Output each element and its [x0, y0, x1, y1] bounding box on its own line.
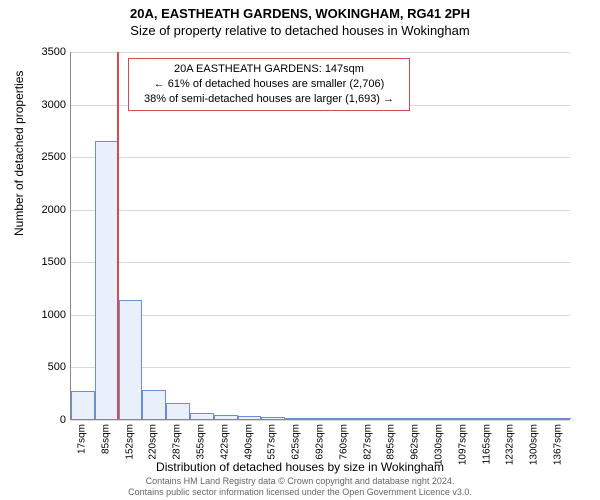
histogram-bar [214, 415, 238, 419]
gridline [71, 157, 570, 158]
y-tick-label: 1500 [26, 256, 66, 268]
histogram-bar [71, 391, 95, 419]
histogram-bar [119, 300, 143, 419]
y-tick-label: 3500 [26, 46, 66, 58]
histogram-bar [428, 418, 452, 419]
y-tick-label: 0 [26, 414, 66, 426]
y-tick-label: 1000 [26, 309, 66, 321]
footer-line2: Contains public sector information licen… [0, 487, 600, 498]
histogram-bar [95, 141, 119, 419]
x-tick-label: 490sqm [243, 424, 254, 460]
chart-title-line1: 20A, EASTHEATH GARDENS, WOKINGHAM, RG41 … [0, 6, 600, 21]
annotation-line: ← 61% of detached houses are smaller (2,… [135, 77, 403, 92]
gridline [71, 420, 570, 421]
histogram-bar [381, 418, 405, 419]
histogram-bar [547, 418, 571, 419]
chart-title-block: 20A, EASTHEATH GARDENS, WOKINGHAM, RG41 … [0, 0, 600, 38]
gridline [71, 262, 570, 263]
y-tick-label: 2500 [26, 151, 66, 163]
x-tick-label: 760sqm [338, 424, 349, 460]
x-tick-label: 355sqm [195, 424, 206, 460]
histogram-bar [404, 418, 428, 419]
x-tick-label: 1097sqm [457, 424, 468, 465]
annotation-line: 20A EASTHEATH GARDENS: 147sqm [135, 62, 403, 77]
x-tick-label: 895sqm [386, 424, 397, 460]
x-tick-label: 557sqm [267, 424, 278, 460]
x-tick-label: 1030sqm [434, 424, 445, 465]
footer-line1: Contains HM Land Registry data © Crown c… [0, 476, 600, 487]
x-tick-label: 17sqm [76, 424, 87, 454]
histogram-bar [261, 417, 285, 419]
gridline [71, 210, 570, 211]
x-tick-label: 220sqm [148, 424, 159, 460]
gridline [71, 52, 570, 53]
x-tick-label: 625sqm [291, 424, 302, 460]
gridline [71, 315, 570, 316]
x-tick-label: 85sqm [100, 424, 111, 454]
histogram-bar [476, 418, 500, 419]
histogram-bar [357, 418, 381, 419]
y-tick-label: 2000 [26, 204, 66, 216]
y-axis-label: Number of detached properties [12, 71, 26, 236]
histogram-bar [166, 403, 190, 419]
gridline [71, 367, 570, 368]
histogram-bar [309, 418, 333, 419]
x-tick-label: 827sqm [362, 424, 373, 460]
annotation-box: 20A EASTHEATH GARDENS: 147sqm← 61% of de… [128, 58, 410, 111]
histogram-bar [523, 418, 547, 419]
x-tick-label: 152sqm [124, 424, 135, 460]
annotation-line: 38% of semi-detached houses are larger (… [135, 92, 403, 107]
x-tick-label: 1232sqm [505, 424, 516, 465]
histogram-bar [333, 418, 357, 419]
y-tick-label: 500 [26, 361, 66, 373]
histogram-bar [142, 390, 166, 419]
histogram-bar [285, 418, 309, 419]
x-tick-label: 692sqm [315, 424, 326, 460]
chart-title-line2: Size of property relative to detached ho… [0, 23, 600, 38]
histogram-bar [500, 418, 524, 419]
reference-marker-line [117, 52, 119, 419]
x-tick-label: 1165sqm [481, 424, 492, 464]
footer-attribution: Contains HM Land Registry data © Crown c… [0, 476, 600, 498]
histogram-bar [238, 416, 262, 419]
x-tick-label: 1367sqm [553, 424, 564, 465]
y-tick-label: 3000 [26, 99, 66, 111]
x-tick-label: 962sqm [410, 424, 421, 460]
histogram-bar [190, 413, 214, 419]
histogram-bar [452, 418, 476, 419]
x-tick-label: 287sqm [172, 424, 183, 460]
x-tick-label: 422sqm [219, 424, 230, 460]
x-tick-label: 1300sqm [529, 424, 540, 465]
